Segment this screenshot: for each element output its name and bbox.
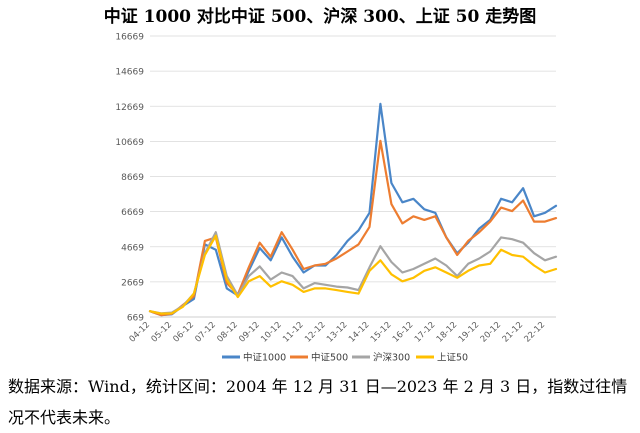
y-tick-label: 10669: [115, 138, 144, 148]
x-tick-label: 18-12: [435, 320, 460, 345]
x-tick-label: 16-12: [391, 320, 416, 345]
legend: 中证1000 中证500 沪深300 上证50: [222, 352, 468, 364]
x-tick-label: 06-12: [171, 320, 196, 345]
source-note: 数据来源：Wind，统计区间：2004 年 12 月 31 日—2023 年 2…: [8, 377, 628, 427]
x-tick-label: 20-12: [479, 320, 504, 345]
x-tick-label: 11-12: [281, 320, 306, 345]
grid-layer: [150, 35, 556, 318]
x-tick-label: 13-12: [325, 320, 350, 345]
x-tick-label: 10-12: [259, 320, 284, 345]
x-tick-label: 04-12: [128, 320, 153, 345]
x-tick-label: 05-12: [150, 320, 175, 345]
x-tick-label: 12-12: [303, 320, 328, 345]
y-tick-label: 6669: [121, 208, 144, 218]
series-line-1: [148, 102, 558, 317]
y-tick-label: 4669: [121, 243, 144, 253]
line-chart: 669266946696669866910669126691466916669 …: [115, 33, 558, 364]
chart-title: 中证 1000 对比中证 500、沪深 300、上证 50 走势图: [103, 7, 537, 27]
series-line-4: [148, 234, 558, 315]
y-tick-label: 16669: [115, 33, 144, 43]
legend-entry: 沪深300: [373, 352, 410, 364]
y-tick-label: 12669: [115, 103, 144, 113]
x-tick-label: 08-12: [215, 320, 240, 345]
legend-entry: 中证500: [311, 352, 348, 364]
x-tick-label: 22-12: [523, 320, 548, 345]
y-tick-label: 8669: [121, 173, 144, 183]
legend-entry: 上证50: [437, 353, 468, 364]
x-tick-label: 15-12: [369, 320, 394, 345]
y-tick-label: 2669: [121, 278, 144, 288]
y-tick-label: 669: [127, 314, 144, 324]
x-tick-label: 17-12: [413, 320, 438, 345]
x-tick-label: 19-12: [457, 320, 482, 345]
x-tick-label: 09-12: [237, 320, 262, 345]
y-tick-label: 14669: [115, 68, 144, 78]
x-axis-ticks: 04-1205-1206-1207-1208-1209-1210-1211-12…: [128, 320, 548, 345]
x-tick-label: 21-12: [501, 320, 526, 345]
legend-entry: 中证1000: [243, 352, 286, 364]
series-layer: [148, 102, 558, 317]
x-tick-label: 07-12: [193, 320, 218, 345]
x-tick-label: 14-12: [347, 320, 372, 345]
y-axis-ticks: 669 2669 4669 6669 8669 10669 12669 14669 16669: [115, 33, 144, 324]
